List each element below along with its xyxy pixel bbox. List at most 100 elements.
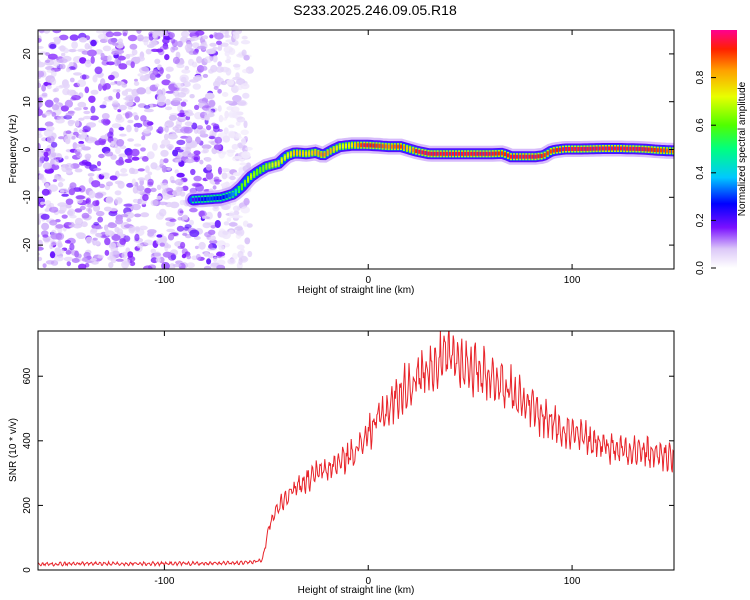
noise-speckle: [233, 210, 240, 216]
ridge-core: [494, 151, 497, 156]
noise-speckle: [177, 208, 184, 216]
noise-speckle: [59, 204, 67, 213]
noise-speckle: [74, 168, 83, 173]
noise-speckle: [129, 261, 136, 267]
noise-speckle: [137, 168, 145, 172]
ridge-core: [448, 151, 451, 156]
noise-speckle: [208, 235, 216, 242]
noise-speckle: [73, 131, 79, 136]
noise-speckle: [156, 184, 162, 190]
noise-speckle: [104, 249, 110, 256]
noise-speckle: [172, 126, 179, 131]
ridge-core: [332, 147, 335, 152]
noise-speckle: [108, 262, 114, 268]
noise-speckle: [228, 222, 238, 227]
noise-speckle: [111, 50, 119, 56]
ridge-core: [497, 151, 500, 156]
ridge-core: [237, 187, 240, 192]
noise-speckle: [236, 116, 246, 123]
noise-speckle: [170, 38, 176, 44]
ridge-core: [387, 144, 390, 149]
ridge-core: [659, 148, 662, 153]
ridge-core: [421, 150, 424, 155]
noise-speckle: [118, 173, 129, 177]
ridge-core: [274, 162, 277, 167]
ridge-core: [592, 146, 595, 151]
noise-speckle: [136, 185, 145, 192]
noise-speckle: [77, 101, 87, 108]
noise-speckle: [226, 79, 235, 86]
noise-speckle: [134, 233, 140, 242]
noise-speckle: [166, 167, 172, 171]
ridge-core: [363, 143, 366, 148]
noise-speckle: [133, 122, 143, 128]
noise-speckle: [150, 253, 155, 259]
noise-speckle: [56, 176, 63, 181]
noise-speckle: [222, 135, 231, 143]
ridge-core: [369, 143, 372, 148]
y-tick-label: -10: [22, 190, 33, 205]
y-tick-label: 200: [22, 497, 33, 514]
noise-speckle: [213, 86, 219, 90]
spectrogram-x-label: Height of straight line (km): [298, 285, 415, 296]
noise-speckle: [105, 228, 110, 237]
noise-speckle: [146, 151, 155, 160]
noise-speckle: [194, 236, 201, 240]
ridge-core: [513, 154, 516, 159]
noise-speckle: [91, 260, 99, 265]
noise-speckle: [114, 190, 122, 196]
noise-speckle: [64, 163, 74, 171]
noise-speckle: [162, 188, 167, 196]
noise-speckle: [174, 178, 184, 186]
ridge-core: [338, 144, 341, 149]
noise-speckle: [50, 141, 58, 148]
ridge-core: [317, 151, 320, 156]
noise-speckle: [41, 92, 48, 97]
noise-speckle: [217, 211, 222, 219]
ridge-core: [552, 148, 555, 153]
noise-speckle: [88, 137, 98, 142]
noise-speckle: [241, 49, 247, 57]
noise-speckle: [54, 247, 62, 255]
noise-speckle: [49, 219, 58, 226]
noise-speckle: [172, 189, 182, 197]
noise-speckle: [54, 37, 61, 45]
noise-speckle: [206, 125, 212, 131]
noise-speckle: [143, 108, 154, 113]
ridge-core: [399, 144, 402, 149]
noise-speckle: [223, 127, 229, 135]
noise-speckle: [62, 88, 70, 96]
noise-speckle: [79, 205, 86, 211]
noise-speckle: [176, 149, 184, 153]
noise-speckle: [182, 214, 189, 220]
noise-speckle: [44, 168, 54, 174]
noise-speckle: [65, 250, 72, 255]
noise-speckle: [109, 251, 114, 260]
noise-speckle: [115, 116, 125, 123]
noise-speckle: [197, 125, 203, 130]
ridge-core: [623, 146, 626, 151]
noise-speckle: [53, 87, 59, 92]
noise-speckle: [245, 146, 253, 151]
noise-speckle: [92, 200, 99, 207]
noise-speckle: [140, 212, 150, 218]
noise-speckle: [83, 110, 91, 115]
noise-speckle: [112, 31, 122, 37]
noise-speckle: [55, 118, 65, 124]
ridge-core: [558, 147, 561, 152]
ridge-core: [210, 196, 213, 201]
noise-speckle: [243, 120, 248, 129]
noise-speckle: [99, 104, 107, 109]
noise-speckle: [119, 238, 127, 245]
ridge-core: [503, 152, 506, 157]
ridge-core: [436, 151, 439, 156]
noise-speckle: [85, 198, 90, 204]
ridge-core: [485, 151, 488, 156]
noise-speckle: [75, 232, 85, 238]
ridge-core: [216, 196, 219, 201]
noise-speckle: [143, 239, 154, 246]
noise-speckle: [125, 94, 136, 99]
noise-speckle: [83, 251, 91, 259]
noise-speckle: [117, 38, 123, 44]
noise-speckle: [63, 256, 74, 262]
